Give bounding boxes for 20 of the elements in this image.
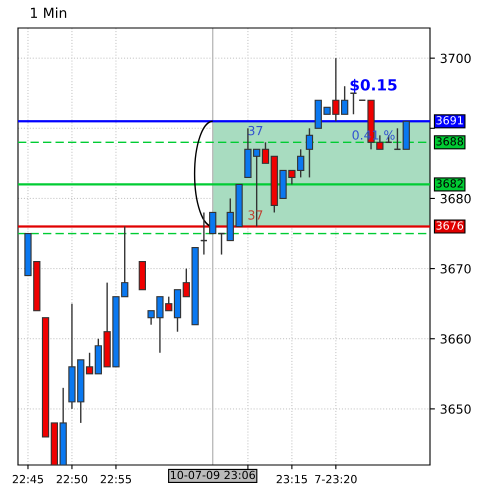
x-tick-label: 22:55	[100, 474, 131, 484]
ref-line-label: 3682	[436, 179, 463, 188]
x-tick-label: 7-23:20	[315, 474, 357, 484]
x-tick-label: 22:50	[56, 474, 88, 484]
y-tick-label: 3680	[440, 194, 471, 204]
x-tick-label: 23:15	[276, 474, 307, 484]
y-tick-label: 3650	[440, 404, 471, 414]
y-tick-label: 3700	[440, 54, 471, 64]
x-tick-label: 22:45	[12, 474, 44, 484]
chart-title: 1 Min	[30, 7, 66, 18]
candlestick	[209, 212, 216, 234]
y-tick-label: 3670	[440, 264, 471, 274]
annotation: 37	[248, 126, 262, 136]
y-tick-label: 3660	[440, 334, 471, 344]
ref-line-label: 3676	[436, 221, 464, 230]
ref-line-label: 3688	[436, 137, 464, 146]
ref-line-label: 3691	[436, 116, 463, 125]
annotation: $0.15	[350, 78, 397, 93]
candlestick	[306, 128, 314, 178]
ref-line-label: 10-07-09 23:06	[170, 470, 255, 480]
